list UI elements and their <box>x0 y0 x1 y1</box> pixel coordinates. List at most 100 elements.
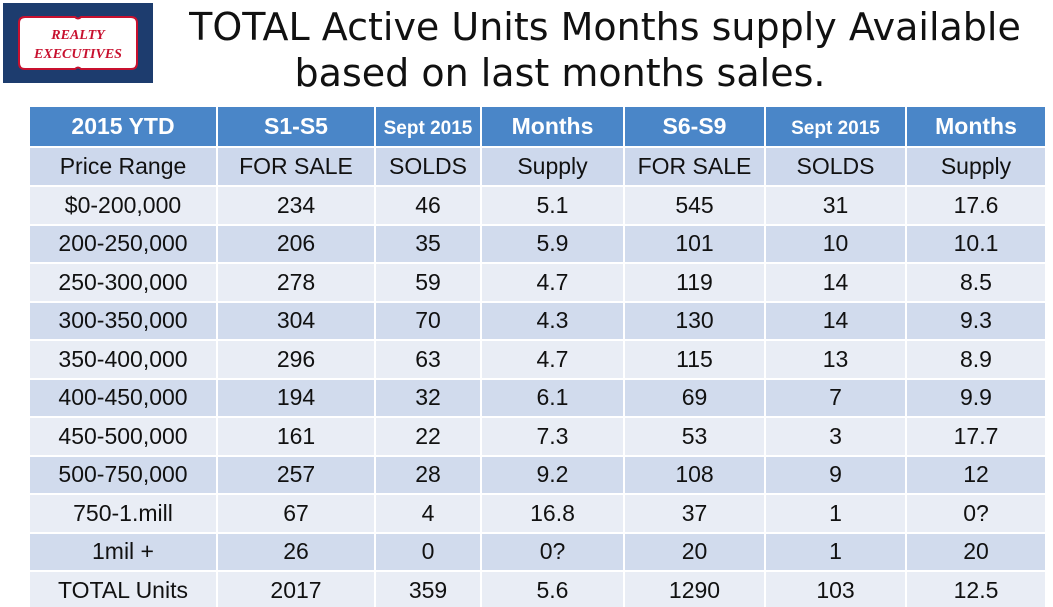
table-cell: 278 <box>218 264 376 303</box>
table-cell: 234 <box>218 187 376 226</box>
table-cell: 130 <box>625 302 766 341</box>
table-cell: 0? <box>907 495 1045 534</box>
table-row: 450-500,000 161 22 7.3 53 3 17.7 <box>30 418 1045 457</box>
price-range-cell: 400-450,000 <box>30 379 218 418</box>
table-cell: 103 <box>766 572 907 607</box>
table-cell: 1 <box>766 533 907 572</box>
table-cell: 12.5 <box>907 572 1045 607</box>
header-cell: S1-S5 <box>218 107 376 148</box>
table-cell: 12 <box>907 456 1045 495</box>
table-cell: 5.9 <box>482 225 625 264</box>
header-cell: 2015 YTD <box>30 107 218 148</box>
price-range-cell: 200-250,000 <box>30 225 218 264</box>
table-cell: 0 <box>376 533 482 572</box>
subheader-cell: SOLDS <box>376 148 482 187</box>
table-cell: 8.5 <box>907 264 1045 303</box>
table-cell: 161 <box>218 418 376 457</box>
table-cell: 6.1 <box>482 379 625 418</box>
table-cell: 9 <box>766 456 907 495</box>
table-row: 1mil + 26 0 0? 20 1 20 <box>30 533 1045 572</box>
table-cell: 3 <box>766 418 907 457</box>
months-supply-table: 2015 YTD S1-S5 Sept 2015 Months S6-S9 Se… <box>30 107 1045 607</box>
logo-line1: REALTY <box>50 28 106 43</box>
table-cell: 16.8 <box>482 495 625 534</box>
table-cell: 545 <box>625 187 766 226</box>
table-cell: 7.3 <box>482 418 625 457</box>
table-cell: 53 <box>625 418 766 457</box>
table-cell: 4.3 <box>482 302 625 341</box>
table-cell: 8.9 <box>907 341 1045 380</box>
table-row: 250-300,000 278 59 4.7 119 14 8.5 <box>30 264 1045 303</box>
table-cell: 5.1 <box>482 187 625 226</box>
table-cell: 67 <box>218 495 376 534</box>
table-row: 400-450,000 194 32 6.1 69 7 9.9 <box>30 379 1045 418</box>
table-cell: 70 <box>376 302 482 341</box>
table-cell: 359 <box>376 572 482 607</box>
slide-title: TOTAL Active Units Months supply Availab… <box>160 4 1050 96</box>
table-cell: 2017 <box>218 572 376 607</box>
table-cell: 63 <box>376 341 482 380</box>
title-line1: TOTAL Active Units Months supply Availab… <box>189 5 1021 49</box>
table-cell: 108 <box>625 456 766 495</box>
table-cell: 14 <box>766 264 907 303</box>
subheader-cell: Supply <box>482 148 625 187</box>
table-cell: 296 <box>218 341 376 380</box>
subheader-cell: Supply <box>907 148 1045 187</box>
table-row: 300-350,000 304 70 4.3 130 14 9.3 <box>30 302 1045 341</box>
total-row: TOTAL Units 2017 359 5.6 1290 103 12.5 <box>30 572 1045 607</box>
table-cell: 4.7 <box>482 264 625 303</box>
price-range-cell: TOTAL Units <box>30 572 218 607</box>
table-cell: 13 <box>766 341 907 380</box>
table-row: $0-200,000 234 46 5.1 545 31 17.6 <box>30 187 1045 226</box>
table-cell: 4 <box>376 495 482 534</box>
table-cell: 206 <box>218 225 376 264</box>
table-cell: 32 <box>376 379 482 418</box>
table-cell: 115 <box>625 341 766 380</box>
table-cell: 14 <box>766 302 907 341</box>
table-cell: 9.9 <box>907 379 1045 418</box>
table-cell: 257 <box>218 456 376 495</box>
table-cell: 4.7 <box>482 341 625 380</box>
header-cell: S6-S9 <box>625 107 766 148</box>
table-cell: 46 <box>376 187 482 226</box>
table-cell: 9.3 <box>907 302 1045 341</box>
subheader-cell: SOLDS <box>766 148 907 187</box>
table-cell: 9.2 <box>482 456 625 495</box>
table-row: 750-1.mill 67 4 16.8 37 1 0? <box>30 495 1045 534</box>
table-cell: 37 <box>625 495 766 534</box>
table-cell: 17.7 <box>907 418 1045 457</box>
table-cell: 194 <box>218 379 376 418</box>
title-line2: based on last months sales. <box>294 51 826 95</box>
table-cell: 1290 <box>625 572 766 607</box>
realty-executives-logo: REALTY EXECUTIVES <box>3 3 153 83</box>
header-cell: Sept 2015 <box>376 107 482 148</box>
table-cell: 0? <box>482 533 625 572</box>
price-range-cell: 300-350,000 <box>30 302 218 341</box>
price-range-cell: 750-1.mill <box>30 495 218 534</box>
header-cell: Sept 2015 <box>766 107 907 148</box>
price-range-cell: 450-500,000 <box>30 418 218 457</box>
price-range-cell: 250-300,000 <box>30 264 218 303</box>
table-cell: 69 <box>625 379 766 418</box>
table-cell: 22 <box>376 418 482 457</box>
logo-line2: EXECUTIVES <box>33 47 122 62</box>
table-row: 200-250,000 206 35 5.9 101 10 10.1 <box>30 225 1045 264</box>
table-cell: 101 <box>625 225 766 264</box>
header-cell: Months <box>907 107 1045 148</box>
logo-badge-icon: REALTY EXECUTIVES <box>18 16 138 70</box>
subheader-cell: FOR SALE <box>218 148 376 187</box>
header-row-1: 2015 YTD S1-S5 Sept 2015 Months S6-S9 Se… <box>30 107 1045 148</box>
table-cell: 5.6 <box>482 572 625 607</box>
table-row: 500-750,000 257 28 9.2 108 9 12 <box>30 456 1045 495</box>
table-cell: 10.1 <box>907 225 1045 264</box>
table-cell: 26 <box>218 533 376 572</box>
price-range-cell: 1mil + <box>30 533 218 572</box>
subheader-cell: Price Range <box>30 148 218 187</box>
header-row-2: Price Range FOR SALE SOLDS Supply FOR SA… <box>30 148 1045 187</box>
table-cell: 304 <box>218 302 376 341</box>
table-cell: 7 <box>766 379 907 418</box>
table-cell: 35 <box>376 225 482 264</box>
subheader-cell: FOR SALE <box>625 148 766 187</box>
table-cell: 1 <box>766 495 907 534</box>
